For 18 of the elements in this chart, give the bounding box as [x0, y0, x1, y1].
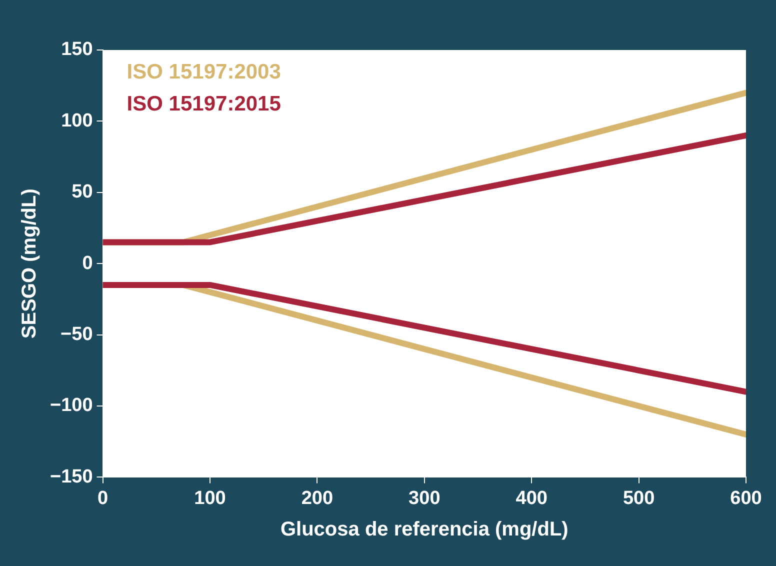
- text: ISO 15197:2015: [126, 92, 282, 116]
- x-tick-label: 600: [730, 488, 762, 509]
- y-tick-label: −50: [60, 324, 93, 346]
- text: ISO 15197:2003: [126, 60, 281, 84]
- x-tick-label: 0: [98, 488, 108, 509]
- x-tick-label: 400: [516, 488, 548, 509]
- y-tick-label: 0: [82, 252, 93, 274]
- x-tick-label: 100: [194, 488, 226, 509]
- x-axis-title: Glucosa de referencia (mg/dL): [280, 518, 568, 541]
- y-tick-label: 50: [72, 182, 93, 203]
- x-tick-label: 300: [408, 488, 440, 509]
- y-tick-label: 150: [61, 39, 93, 60]
- y-tick-label: 100: [61, 110, 93, 132]
- y-tick-label: −100: [50, 395, 93, 416]
- x-tick-label: 200: [301, 488, 334, 509]
- x-tick-label: 500: [622, 488, 655, 509]
- y-axis-title: SESGO (mg/dL): [18, 188, 41, 339]
- y-tick-label: −150: [50, 466, 93, 488]
